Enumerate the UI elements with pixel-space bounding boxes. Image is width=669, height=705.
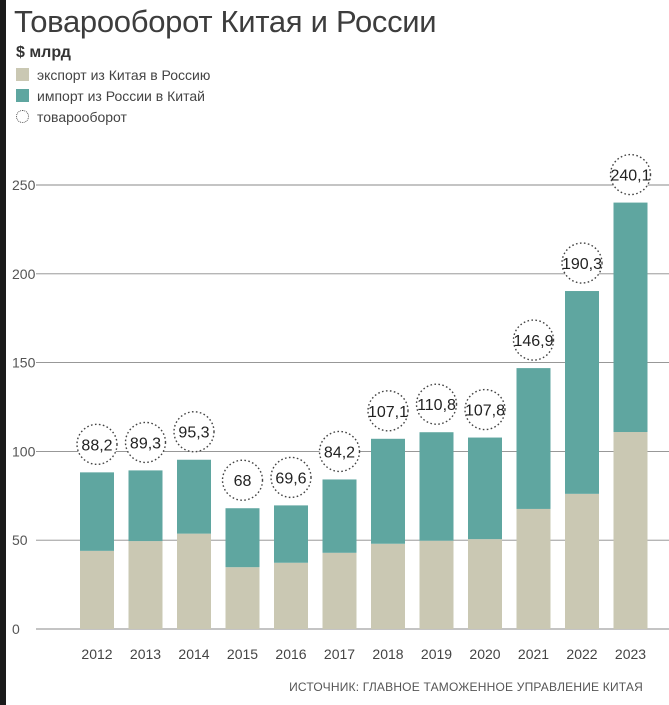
chart-title: Товарооборот Китая и России [14, 4, 437, 39]
total-bubble [76, 423, 118, 466]
legend-label-import: импорт из России в Китай [37, 87, 205, 104]
x-tick-label: 2022 [566, 646, 597, 662]
total-label: 240,1 [610, 168, 650, 185]
bar-import [177, 459, 211, 534]
legend-item-total: товарооборот [16, 106, 210, 127]
total-label: 146,9 [513, 333, 553, 350]
total-label: 84,2 [324, 444, 355, 461]
bar-export [468, 539, 502, 629]
bar-import [274, 505, 308, 563]
total-bubble [609, 153, 652, 196]
total-label: 69,6 [275, 470, 306, 487]
bar-export [419, 540, 454, 629]
total-bubble [561, 242, 603, 284]
legend-item-import: импорт из России в Китай [16, 85, 210, 106]
bar-export [516, 508, 551, 629]
total-bubble [124, 421, 167, 464]
total-bubble [464, 388, 506, 431]
y-tick-label: 150 [12, 355, 36, 371]
bar-export [274, 562, 308, 629]
bar-import [613, 202, 648, 433]
bar-export [322, 552, 357, 629]
total-label: 88,2 [81, 437, 112, 454]
bar-import [468, 437, 502, 540]
total-label: 68 [234, 473, 252, 490]
bar-export [565, 493, 599, 629]
x-tick-label: 2018 [372, 646, 403, 662]
bar-import [419, 432, 454, 541]
bar-export [177, 533, 211, 629]
total-bubble [173, 411, 215, 453]
legend-swatch-export [16, 68, 29, 81]
bar-export [613, 432, 648, 629]
stacked-bar-chart: 0 50 100 150 200 250 88,2 2012 89,3 2013 95,3 2014 6… [12, 153, 669, 662]
total-bubble [512, 319, 555, 361]
legend-label-export: экспорт из Китая в Россию [37, 66, 211, 83]
total-bubble [367, 390, 409, 432]
total-bubble [221, 459, 264, 501]
bar-import [516, 368, 551, 509]
legend-swatch-import [16, 89, 29, 102]
x-tick-label: 2019 [421, 646, 452, 662]
total-bubble [415, 383, 458, 425]
bar-import [565, 291, 599, 494]
x-tick-label: 2016 [275, 646, 306, 662]
x-tick-label: 2017 [324, 646, 355, 662]
bar-export [371, 543, 405, 629]
y-tick-label: 200 [12, 266, 36, 282]
bar-export [128, 541, 163, 629]
unit-label: $ млрд [16, 44, 71, 61]
chart-card: Товарооборот Китая и России $ млрд экспо… [6, 0, 669, 705]
total-label: 107,8 [465, 403, 505, 420]
legend-item-export: экспорт из Китая в Россию [16, 64, 210, 85]
bar-import [225, 508, 260, 568]
source-note: ИСТОЧНИК: ГЛАВНОЕ ТАМОЖЕННОЕ УПРАВЛЕНИЕ … [289, 680, 643, 694]
x-tick-label: 2021 [518, 646, 549, 662]
bar-import [371, 438, 405, 544]
y-tick-label: 100 [12, 443, 36, 459]
x-tick-label: 2020 [469, 646, 500, 662]
bar-import [80, 472, 114, 551]
x-tick-label: 2023 [615, 646, 646, 662]
total-label: 89,3 [130, 435, 161, 452]
y-tick-label: 250 [12, 177, 36, 193]
bar-import [322, 479, 357, 553]
x-tick-label: 2012 [81, 646, 112, 662]
y-tick-label: 0 [12, 621, 20, 637]
bar-export [80, 550, 114, 629]
x-tick-label: 2014 [178, 646, 209, 662]
total-bubble [318, 430, 361, 473]
x-tick-label: 2013 [130, 646, 161, 662]
total-bubble [270, 456, 312, 499]
y-tick-label: 50 [12, 532, 28, 548]
legend-dotted-circle-icon [16, 110, 29, 123]
total-label: 190,3 [562, 256, 602, 273]
bar-import [128, 470, 163, 542]
x-tick-label: 2015 [227, 646, 258, 662]
legend-label-total: товарооборот [37, 108, 127, 125]
legend: экспорт из Китая в Россию импорт из Росс… [16, 64, 210, 127]
bar-export [225, 567, 260, 629]
total-label: 107,1 [368, 404, 408, 421]
total-label: 95,3 [178, 425, 209, 442]
total-label: 110,8 [417, 397, 456, 414]
